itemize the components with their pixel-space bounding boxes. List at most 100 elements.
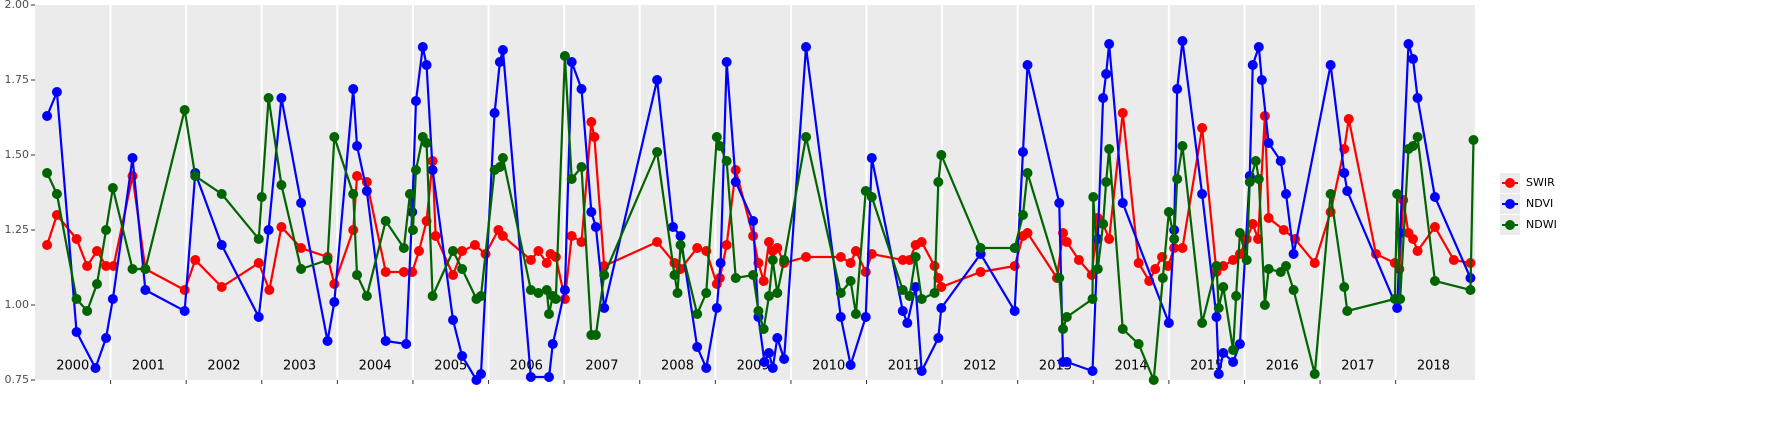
data-point [91, 246, 102, 256]
data-point [1218, 348, 1229, 358]
data-point [1054, 273, 1065, 283]
data-point [525, 255, 536, 265]
data-point [216, 282, 227, 292]
data-point [427, 291, 438, 301]
data-point [801, 252, 812, 262]
data-point [1061, 357, 1072, 367]
data-point [904, 291, 915, 301]
data-point [763, 237, 774, 247]
data-point [263, 225, 274, 235]
data-point [497, 231, 508, 241]
data-point [845, 360, 856, 370]
data-point [1133, 339, 1144, 349]
data-point [675, 231, 686, 241]
data-point [1259, 300, 1270, 310]
data-point [1087, 294, 1098, 304]
data-point [845, 258, 856, 268]
data-point [1163, 318, 1174, 328]
x-tick-label: 2005 [434, 359, 467, 374]
data-point [352, 270, 363, 280]
x-tick-label: 2017 [1341, 359, 1374, 374]
data-point [1392, 303, 1403, 313]
data-point [1309, 258, 1320, 268]
data-point [902, 318, 913, 328]
data-point [448, 315, 459, 325]
data-point [140, 285, 151, 295]
data-point [448, 246, 459, 256]
data-point [1163, 207, 1174, 217]
data-point [1148, 375, 1159, 385]
data-point [1263, 213, 1274, 223]
data-point [51, 87, 62, 97]
data-point [348, 225, 359, 235]
data-point [91, 279, 102, 289]
data-point [1231, 291, 1242, 301]
data-point [975, 267, 986, 277]
data-point [101, 225, 112, 235]
data-point [772, 243, 783, 253]
data-point [1256, 75, 1267, 85]
data-point [1408, 141, 1419, 151]
x-tick-label: 2001 [132, 359, 165, 374]
data-point [779, 255, 790, 265]
data-point [427, 165, 438, 175]
data-point [590, 222, 601, 232]
data-point [190, 255, 201, 265]
data-point [1009, 306, 1020, 316]
data-point [850, 246, 861, 256]
data-point [559, 285, 570, 295]
data-point [1104, 144, 1115, 154]
y-tick-label: 1.00 [5, 298, 30, 311]
data-point [1098, 219, 1109, 229]
data-point [1412, 246, 1423, 256]
data-point [352, 171, 363, 181]
data-point [329, 297, 340, 307]
data-point [758, 324, 769, 334]
data-point [667, 222, 678, 232]
data-point [329, 279, 340, 289]
data-point [1150, 264, 1161, 274]
data-point [533, 246, 544, 256]
data-point [107, 294, 118, 304]
data-point [1061, 237, 1072, 247]
legend-label: NDWI [1526, 218, 1557, 231]
data-point [398, 267, 409, 277]
data-point [730, 273, 741, 283]
data-point [544, 309, 555, 319]
data-point [276, 93, 287, 103]
x-tick-label: 2010 [812, 359, 845, 374]
data-point [566, 231, 577, 241]
data-point [715, 258, 726, 268]
data-point [1009, 243, 1020, 253]
data-point [127, 264, 138, 274]
data-point [559, 51, 570, 61]
data-point [179, 306, 190, 316]
data-point [1017, 147, 1028, 157]
legend-marker [1505, 220, 1515, 230]
data-point [1104, 234, 1115, 244]
data-point [1281, 261, 1292, 271]
data-point [910, 282, 921, 292]
data-point [1218, 282, 1229, 292]
data-point [1234, 339, 1245, 349]
data-point [1058, 324, 1069, 334]
x-tick-label: 2018 [1417, 359, 1450, 374]
data-point [101, 333, 112, 343]
data-point [652, 75, 663, 85]
data-point [721, 156, 732, 166]
data-point [711, 303, 722, 313]
data-point [457, 351, 468, 361]
data-point [845, 276, 856, 286]
data-point [1263, 264, 1274, 274]
data-point [525, 372, 536, 382]
data-point [544, 372, 555, 382]
data-point [779, 354, 790, 364]
data-point [380, 267, 391, 277]
data-point [550, 252, 561, 262]
data-point [296, 198, 307, 208]
data-point [1412, 93, 1423, 103]
data-point [1288, 249, 1299, 259]
data-point [576, 237, 587, 247]
data-point [421, 60, 432, 70]
data-point [1342, 186, 1353, 196]
